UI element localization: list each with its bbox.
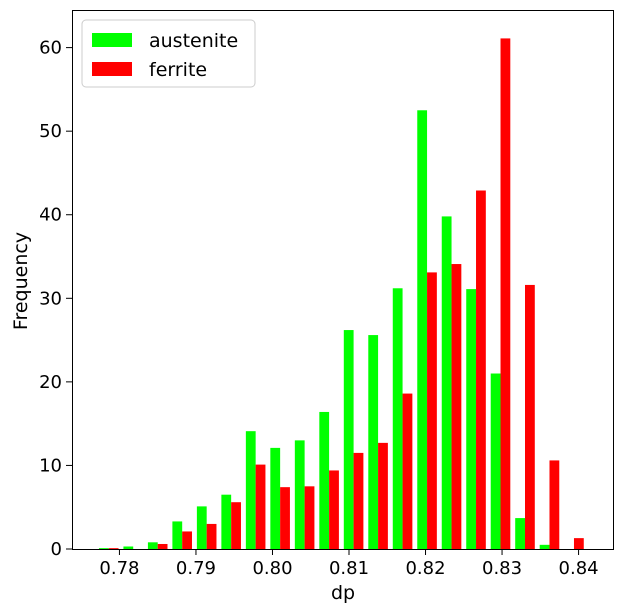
bar-ferrite-3	[182, 531, 192, 549]
bar-austenite-18	[539, 544, 550, 549]
bar-austenite-9	[319, 411, 330, 549]
bar-ferrite-7	[280, 487, 290, 549]
bar-ferrite-4	[206, 523, 217, 549]
bar-austenite-2	[147, 542, 158, 549]
x-tick-label-1: 0.79	[176, 558, 216, 579]
y-axis-label: Frequency	[10, 232, 32, 330]
x-tick-label-2: 0.80	[252, 558, 292, 579]
y-tick-label-4: 40	[39, 205, 62, 226]
bar-austenite-6	[245, 431, 256, 549]
y-tick-label-5: 50	[39, 121, 62, 142]
bar-ferrite-0	[108, 548, 119, 549]
bar-ferrite-12	[402, 393, 413, 549]
bar-ferrite-19	[573, 538, 584, 549]
y-axis-ticks: 0 10 20 30 40 50 60	[39, 38, 72, 560]
x-tick-label-3: 0.81	[329, 558, 369, 579]
bar-ferrite-6	[255, 464, 266, 549]
bar-ferrite-15	[476, 190, 486, 549]
y-tick-label-6: 60	[39, 38, 62, 59]
bar-austenite-7	[270, 447, 281, 549]
legend: austenite ferrite	[81, 19, 256, 88]
bar-ferrite-16	[500, 38, 511, 549]
y-tick-label-3: 30	[39, 288, 62, 309]
bar-ferrite-8	[304, 486, 315, 549]
legend-label-austenite: austenite	[149, 30, 238, 52]
bar-austenite-16	[490, 373, 501, 549]
x-tick-label-5: 0.83	[482, 558, 522, 579]
bar-austenite-15	[466, 289, 477, 549]
bar-ferrite-2	[157, 543, 168, 549]
bar-austenite-14	[441, 216, 452, 549]
bar-austenite-13	[417, 110, 428, 550]
bar-austenite-5	[221, 494, 232, 549]
y-tick-label-0: 0	[51, 539, 62, 560]
bar-ferrite-11	[378, 442, 388, 549]
bar-austenite-10	[343, 330, 354, 549]
bar-austenite-1	[123, 546, 134, 549]
bar-ferrite-9	[329, 470, 339, 549]
bar-ferrite-13	[427, 272, 437, 549]
y-tick-label-1: 10	[39, 455, 62, 476]
x-tick-label-4: 0.82	[405, 558, 445, 579]
bar-austenite-11	[368, 335, 379, 549]
legend-swatch-ferrite	[92, 62, 132, 76]
x-axis-ticks: 0.78 0.79 0.80 0.81 0.82 0.83 0.84	[99, 549, 599, 579]
bar-ferrite-17	[525, 284, 535, 549]
bars-group	[98, 38, 584, 550]
x-tick-label-6: 0.84	[559, 558, 599, 579]
legend-label-ferrite: ferrite	[149, 59, 207, 81]
bar-ferrite-18	[549, 460, 560, 549]
bar-ferrite-10	[353, 452, 364, 549]
legend-swatch-austenite	[92, 33, 132, 47]
bar-ferrite-14	[451, 264, 462, 549]
x-tick-label-0: 0.78	[99, 558, 139, 579]
bar-austenite-17	[515, 518, 526, 549]
y-tick-label-2: 20	[39, 372, 62, 393]
bar-austenite-3	[172, 521, 183, 549]
bar-austenite-4	[196, 506, 207, 549]
x-axis-label: dp	[331, 582, 355, 604]
bar-austenite-8	[294, 440, 305, 549]
bar-ferrite-5	[231, 502, 241, 549]
bar-austenite-0	[98, 548, 109, 549]
plot-frame	[72, 10, 614, 550]
bar-austenite-12	[392, 288, 403, 549]
